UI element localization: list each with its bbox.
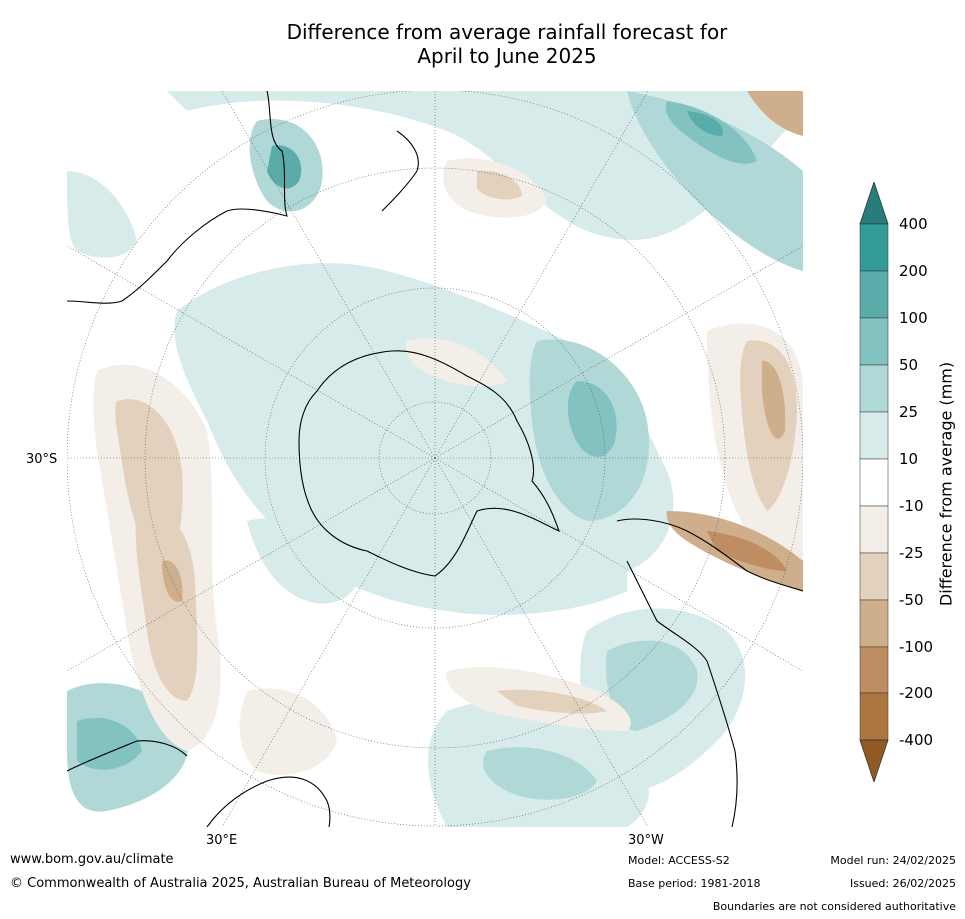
issued-text: Issued: 26/02/2025 bbox=[849, 877, 956, 890]
colorbar-tick-m400: -400 bbox=[899, 731, 934, 749]
wet-region-sa-core bbox=[606, 640, 698, 731]
colorbar-band-m50-m100 bbox=[859, 599, 889, 648]
latitude-label-30s: 30°S bbox=[26, 452, 58, 467]
colorbar-band-m25-m50 bbox=[859, 552, 889, 601]
new-zealand-coastline bbox=[381, 130, 419, 212]
colorbar-tick-m10: -10 bbox=[899, 497, 924, 515]
colorbar-tick-m100: -100 bbox=[899, 638, 934, 656]
colorbar-tick-50: 50 bbox=[899, 356, 919, 374]
wet-region-mid-west bbox=[247, 518, 359, 604]
colorbar-band-25-50 bbox=[859, 364, 889, 413]
colorbar-tick-100: 100 bbox=[899, 309, 928, 327]
dry-region-east-peak bbox=[762, 360, 786, 439]
africa-coastline bbox=[67, 740, 331, 827]
colorbar-band-m10-m25 bbox=[859, 505, 889, 554]
southern-hemisphere-map[interactable] bbox=[67, 91, 803, 827]
longitude-label-30e: 30°E bbox=[206, 833, 238, 848]
dry-region-sa-south-core bbox=[707, 531, 787, 571]
colorbar-top-arrow bbox=[859, 180, 889, 225]
copyright-text: © Commonwealth of Australia 2025, Austra… bbox=[10, 876, 471, 891]
dry-region-south-center-core bbox=[497, 689, 607, 714]
colorbar-tick-200: 200 bbox=[899, 262, 928, 280]
title-line-2: April to June 2025 bbox=[417, 44, 597, 68]
disclaimer-text: Boundaries are not considered authoritat… bbox=[712, 900, 956, 913]
wet-region-south-core bbox=[483, 747, 597, 800]
model-text: Model: ACCESS-S2 bbox=[628, 854, 730, 867]
antarctica-coastline bbox=[298, 350, 560, 577]
coastlines bbox=[67, 91, 803, 827]
map-title: Difference from average rainfall forecas… bbox=[0, 20, 965, 68]
website-link[interactable]: www.bom.gov.au/climate bbox=[10, 852, 174, 867]
colorbar-tick-25: 25 bbox=[899, 403, 919, 421]
anomaly-regions bbox=[67, 91, 803, 827]
colorbar-band-50-100 bbox=[859, 317, 889, 366]
colorbar-axis-title: Difference from average (mm) bbox=[936, 361, 956, 607]
title-line-1: Difference from average rainfall forecas… bbox=[286, 20, 728, 44]
wet-region-ne bbox=[627, 91, 803, 271]
australia-coastline bbox=[67, 91, 288, 304]
colorbar-band-m100-m200 bbox=[859, 646, 889, 694]
colorbar-band-200-400 bbox=[859, 223, 889, 272]
dry-region-nw-corner bbox=[747, 91, 803, 136]
colorbar-tick-10: 10 bbox=[899, 450, 919, 468]
wet-region-sw-core bbox=[77, 717, 142, 770]
south-america-coastline bbox=[616, 518, 803, 827]
wet-region-west bbox=[67, 171, 137, 258]
colorbar-tick-m50: -50 bbox=[899, 591, 924, 609]
colorbar-band-10-25 bbox=[859, 411, 889, 460]
wet-region-ne-peak bbox=[687, 111, 723, 136]
dry-region-antarctic-peninsula bbox=[405, 338, 507, 387]
colorbar-tick-m200: -200 bbox=[899, 684, 934, 702]
dry-region-north-core bbox=[477, 170, 522, 200]
colorbar-tick-400: 400 bbox=[899, 215, 928, 233]
graticule bbox=[67, 91, 803, 827]
colorbar-tick-m25: -25 bbox=[899, 544, 924, 562]
colorbar-band-m200-m400 bbox=[859, 692, 889, 741]
colorbar bbox=[858, 180, 958, 784]
colorbar-band-neutral bbox=[859, 458, 889, 507]
dry-region-west-south bbox=[135, 509, 198, 701]
colorbar-bottom-arrow bbox=[859, 739, 889, 784]
wet-region-east-core bbox=[567, 381, 617, 458]
colorbar-band-100-200 bbox=[859, 270, 889, 319]
model-run-text: Model run: 24/02/2025 bbox=[830, 854, 956, 867]
base-period-text: Base period: 1981-2018 bbox=[628, 877, 761, 890]
longitude-label-30w: 30°W bbox=[628, 833, 664, 848]
dry-region-southwest bbox=[239, 688, 337, 775]
